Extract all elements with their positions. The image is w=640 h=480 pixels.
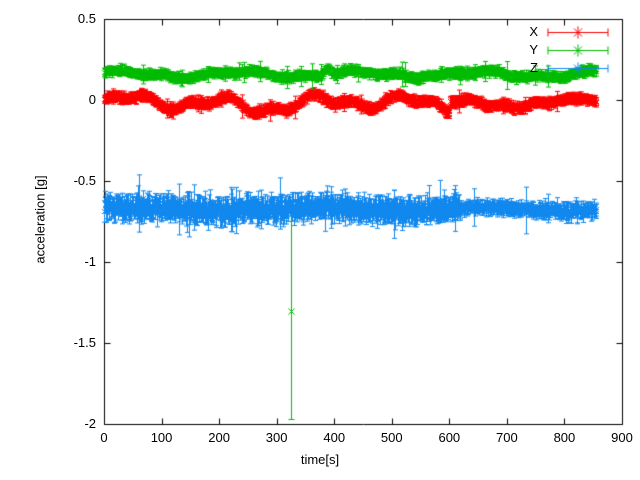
- legend-label-z: Z: [530, 60, 538, 75]
- x-tick-label: 300: [265, 430, 288, 445]
- x-tick-label: 600: [438, 430, 461, 445]
- legend-label-x: X: [529, 24, 538, 39]
- y-tick-label: -0.5: [73, 173, 96, 188]
- x-tick-label: 200: [208, 430, 230, 445]
- x-tick-label: 500: [380, 430, 403, 445]
- y-tick-label: -1.5: [73, 335, 96, 350]
- x-tick-label: 100: [150, 430, 173, 445]
- y-axis-title: acceleration [g]: [32, 175, 48, 264]
- x-tick-label: 700: [496, 430, 518, 445]
- legend-label-y: Y: [529, 42, 538, 57]
- y-tick-label: -2: [84, 416, 96, 431]
- x-tick-label: 400: [323, 430, 346, 445]
- y-tick-label: -1: [84, 254, 96, 269]
- x-tick-label: 800: [553, 430, 576, 445]
- x-tick-label: 900: [611, 430, 633, 445]
- y-tick-label: 0: [88, 92, 96, 107]
- x-tick-label: 0: [100, 430, 108, 445]
- x-axis-title: time[s]: [300, 452, 340, 467]
- y-tick-label: 0.5: [77, 11, 96, 26]
